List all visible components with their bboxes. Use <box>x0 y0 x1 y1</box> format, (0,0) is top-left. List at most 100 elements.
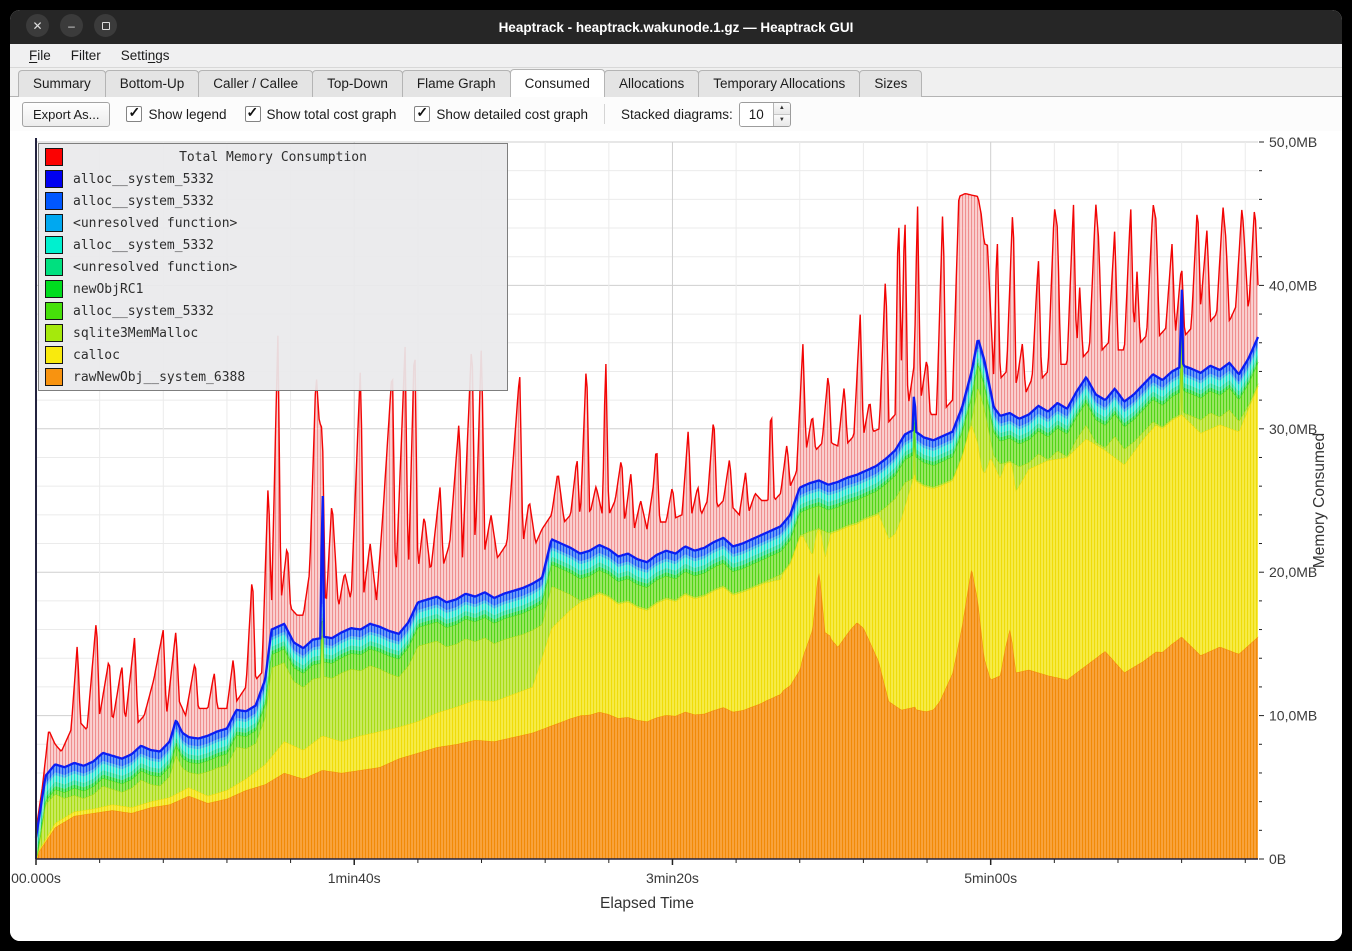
band-rawNewObj-system-6388 <box>36 570 1258 859</box>
legend-item: newObjRC1 <box>39 278 507 300</box>
checkbox-box[interactable]: ✓ <box>414 104 431 122</box>
menu-settings[interactable]: Settings <box>120 48 170 63</box>
legend-label: calloc <box>73 347 120 363</box>
window-title: Heaptrack - heaptrack.wakunode.1.gz — He… <box>498 19 854 35</box>
legend-swatch <box>45 170 63 188</box>
y-tick-label: 10,0MB <box>1269 708 1317 724</box>
x-tick-label: 5min00s <box>964 870 1017 886</box>
band-sqlite3MemMalloc <box>36 336 1258 860</box>
legend-swatch <box>45 324 63 342</box>
band--unresolved-function- <box>36 306 1258 855</box>
check-icon: ✓ <box>246 104 259 120</box>
legend-swatch <box>45 368 63 386</box>
legend-label: <unresolved function> <box>73 215 238 231</box>
x-tick-label: 1min40s <box>328 870 381 886</box>
legend-label: alloc__system_5332 <box>73 303 214 319</box>
stacked-diagrams-stepper[interactable]: 10 ▲ ▼ <box>738 101 791 127</box>
legend-label: <unresolved function> <box>73 259 238 275</box>
legend-item: alloc__system_5332 <box>39 190 507 212</box>
consumed-top-line <box>34 289 1260 838</box>
legend-label: sqlite3MemMalloc <box>73 325 199 341</box>
minimize-button[interactable]: – <box>60 14 83 37</box>
legend-item: sqlite3MemMalloc <box>39 322 507 344</box>
checkbox-label: Show detailed cost graph <box>436 106 588 122</box>
app-window: ✕ – Heaptrack - heaptrack.wakunode.1.gz … <box>10 10 1342 941</box>
tab-bottom-up[interactable]: Bottom-Up <box>104 70 200 97</box>
tab-consumed[interactable]: Consumed <box>509 69 605 97</box>
legend-swatch <box>45 346 63 364</box>
chart-legend: Total Memory Consumption alloc__system_53… <box>38 143 508 391</box>
tab-sizes[interactable]: Sizes <box>859 70 923 97</box>
close-button[interactable]: ✕ <box>26 14 49 37</box>
tab-caller-callee[interactable]: Caller / Callee <box>198 70 314 97</box>
y-tick-label: 50,0MB <box>1269 134 1317 150</box>
band--unresolved-function- <box>36 297 1258 847</box>
x-axis-title: Elapsed Time <box>600 895 694 912</box>
legend-label: alloc__system_5332 <box>73 171 214 187</box>
y-tick-label: 30,0MB <box>1269 421 1317 437</box>
legend-title: Total Memory Consumption <box>179 149 367 165</box>
tab-temporary-allocations[interactable]: Temporary Allocations <box>698 70 861 97</box>
memory-consumed-chart[interactable]: 00.000s 1min40s 3min20s 5min00s 0B 10,0MB 20,0… <box>10 131 1342 941</box>
title-bar[interactable]: ✕ – Heaptrack - heaptrack.wakunode.1.gz … <box>10 10 1342 44</box>
tab-flame-graph[interactable]: Flame Graph <box>401 70 511 97</box>
y-tick-label: 20,0MB <box>1269 564 1317 580</box>
x-tick-label: 3min20s <box>646 870 699 886</box>
maximize-icon <box>101 21 110 30</box>
menu-file[interactable]: File <box>29 48 51 63</box>
menu-filter[interactable]: Filter <box>70 48 101 63</box>
checkbox-show-legend[interactable]: ✓ Show legend <box>126 104 227 122</box>
legend-swatch <box>45 302 63 320</box>
legend-item: alloc__system_5332 <box>39 300 507 322</box>
y-tick-label: 40,0MB <box>1269 277 1317 293</box>
band-alloc-system-5332 <box>36 289 1258 844</box>
close-icon: ✕ <box>32 18 43 33</box>
band-newObjRC1 <box>36 311 1258 858</box>
tab-top-down[interactable]: Top-Down <box>312 70 403 97</box>
legend-swatch <box>45 214 63 232</box>
legend-swatch <box>45 280 63 298</box>
stepper-down-icon[interactable]: ▼ <box>773 114 790 126</box>
tab-bar: Summary Bottom-Up Caller / Callee Top-Down F… <box>10 68 1342 97</box>
checkbox-show-total-cost-graph[interactable]: ✓ Show total cost graph <box>244 104 397 122</box>
toolbar: Export As... ✓ Show legend ✓ Show total cos… <box>10 97 1342 131</box>
legend-title-row: Total Memory Consumption <box>39 146 507 168</box>
total-consumption-line <box>35 192 1259 831</box>
checkbox-show-detailed-cost-graph[interactable]: ✓ Show detailed cost graph <box>414 104 588 122</box>
band-alloc-system-5332 <box>36 300 1258 852</box>
minimize-icon: – <box>68 18 75 33</box>
stepper-up-icon[interactable]: ▲ <box>773 102 790 115</box>
legend-swatch <box>45 258 63 276</box>
legend-label: newObjRC1 <box>73 281 144 297</box>
y-tick-label: 0B <box>1269 851 1286 867</box>
legend-item: <unresolved function> <box>39 212 507 234</box>
legend-label: alloc__system_5332 <box>73 193 214 209</box>
legend-label: rawNewObj__system_6388 <box>73 369 246 385</box>
tab-summary[interactable]: Summary <box>18 70 106 97</box>
legend-item: rawNewObj__system_6388 <box>39 366 507 388</box>
chart-area: 00.000s 1min40s 3min20s 5min00s 0B 10,0MB 20,0… <box>10 131 1342 941</box>
legend-item: alloc__system_5332 <box>39 234 507 256</box>
maximize-button[interactable] <box>94 14 117 37</box>
check-icon: ✓ <box>416 104 429 120</box>
legend-swatch <box>45 192 63 210</box>
legend-item: calloc <box>39 344 507 366</box>
stacked-diagrams-value[interactable]: 10 <box>739 102 773 126</box>
checkbox-label: Show total cost graph <box>266 106 397 122</box>
toolbar-separator <box>603 104 605 124</box>
check-icon: ✓ <box>128 104 141 120</box>
checkbox-label: Show legend <box>148 106 227 122</box>
legend-item: alloc__system_5332 <box>39 168 507 190</box>
menu-bar: File Filter Settings <box>10 44 1342 68</box>
tab-allocations[interactable]: Allocations <box>603 70 700 97</box>
checkbox-box[interactable]: ✓ <box>244 104 261 122</box>
band-calloc <box>36 385 1258 859</box>
checkbox-box[interactable]: ✓ <box>126 104 143 122</box>
export-as-button[interactable]: Export As... <box>22 101 111 127</box>
legend-swatch-total <box>45 148 63 166</box>
x-tick-label: 00.000s <box>11 870 61 886</box>
stacked-diagrams-label: Stacked diagrams: <box>620 106 733 122</box>
legend-label: alloc__system_5332 <box>73 237 214 253</box>
y-axis-title: Memory Consumed <box>1311 433 1328 568</box>
legend-item: <unresolved function> <box>39 256 507 278</box>
